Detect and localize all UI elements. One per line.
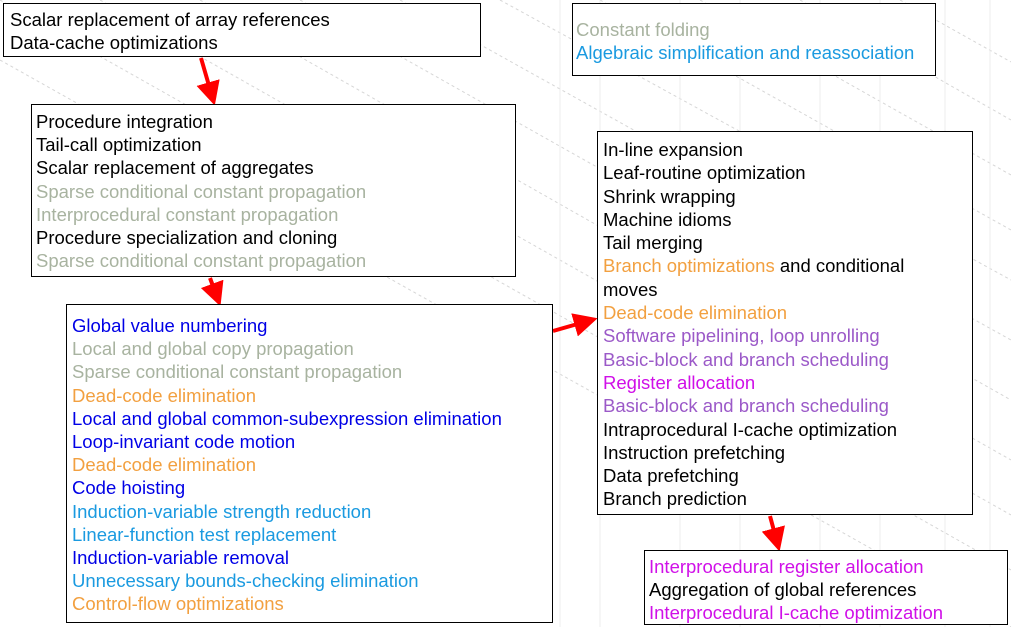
optimization-line: Induction-variable strength reduction	[72, 500, 552, 523]
optimization-line: Interprocedural constant propagation	[36, 203, 515, 226]
optimization-line: Code hoisting	[72, 476, 552, 499]
optimization-text: Dead-code elimination	[72, 384, 257, 406]
optimization-line: Procedure integration	[36, 110, 515, 133]
optimization-text: Intraprocedural I-cache optimization	[603, 418, 898, 440]
optimization-line: Basic-block and branch scheduling	[603, 348, 972, 371]
optimization-text: Tail merging	[603, 232, 703, 254]
optimization-line: Register allocation	[603, 371, 972, 394]
optimization-text: In-line expansion	[603, 139, 743, 160]
optimization-line: Leaf-routine optimization	[603, 161, 972, 184]
optimization-line: Instruction prefetching	[603, 441, 972, 464]
box-low-level-optimizations: In-line expansion Leaf-routine optimizati…	[597, 131, 973, 515]
optimization-text: Global value numbering	[72, 315, 268, 336]
optimization-line: Basic-block and branch scheduling	[603, 394, 972, 417]
optimization-line: Dead-code elimination	[72, 453, 552, 476]
optimization-text: Software pipelining, loop unrolling	[603, 325, 880, 347]
optimization-text: Data-cache optimizations	[10, 32, 218, 54]
optimization-line: Control-flow optimizations	[72, 592, 552, 615]
optimization-text: and conditional moves	[603, 255, 905, 300]
optimization-line: Shrink wrapping	[603, 185, 972, 208]
optimization-line: Interprocedural I-cache optimization	[649, 601, 1007, 624]
optimization-text: Algebraic simplification and reassociati…	[576, 42, 915, 64]
optimization-line: Sparse conditional constant propagation	[72, 360, 552, 383]
optimization-line: Software pipelining, loop unrolling	[603, 324, 972, 347]
optimization-text: Induction-variable strength reduction	[72, 500, 372, 522]
optimization-line: Dead-code elimination	[72, 384, 552, 407]
optimization-text: Basic-block and branch scheduling	[603, 348, 889, 370]
box-lines: Interprocedural register allocation Aggre…	[649, 555, 1007, 625]
optimization-text: Aggregation of global references	[649, 579, 917, 601]
optimization-line: Local and global common-subexpression el…	[72, 407, 552, 430]
optimization-line: Algebraic simplification and reassociati…	[576, 41, 935, 64]
optimization-text: Loop-invariant code motion	[72, 431, 296, 453]
optimization-line: Dead-code elimination	[603, 301, 972, 324]
box-high-level-optimizations: Procedure integration Tail-call optimizat…	[31, 104, 516, 277]
optimization-text: Sparse conditional constant propagation	[36, 250, 367, 272]
optimization-line: Global value numbering	[72, 314, 552, 337]
optimization-text: Scalar replacement of aggregates	[36, 157, 314, 179]
optimization-text: Interprocedural constant propagation	[36, 203, 339, 225]
optimization-text: Dead-code elimination	[72, 454, 257, 476]
optimization-text: Scalar replacement of array references	[10, 9, 330, 30]
optimization-text: Code hoisting	[72, 477, 186, 499]
optimization-text: Constant folding	[576, 19, 710, 40]
box-lines: In-line expansion Leaf-routine optimizati…	[603, 138, 972, 511]
optimization-line: Scalar replacement of aggregates	[36, 156, 515, 179]
optimization-text: Induction-variable removal	[72, 547, 289, 569]
optimization-line: Data-cache optimizations	[10, 31, 480, 54]
optimization-line: Unnecessary bounds-checking elimination	[72, 569, 552, 592]
optimization-line: Sparse conditional constant propagation	[36, 249, 515, 272]
optimization-text: Machine idioms	[603, 208, 732, 230]
optimization-line: Local and global copy propagation	[72, 337, 552, 360]
box-link-time-optimizations: Interprocedural register allocation Aggre…	[644, 550, 1008, 625]
optimization-line: Loop-invariant code motion	[72, 430, 552, 453]
optimization-line: Tail-call optimization	[36, 133, 515, 156]
optimization-text: Sparse conditional constant propagation	[36, 180, 367, 202]
optimization-text: Local and global common-subexpression el…	[72, 407, 502, 429]
optimization-text: Data prefetching	[603, 465, 739, 487]
optimization-line: Aggregation of global references	[649, 578, 1007, 601]
box-early-optimizations: Scalar replacement of array references Da…	[3, 3, 481, 57]
optimization-line: Intraprocedural I-cache optimization	[603, 418, 972, 441]
optimization-text: Linear-function test replacement	[72, 523, 337, 545]
optimization-text: Shrink wrapping	[603, 185, 736, 207]
optimization-line: Linear-function test replacement	[72, 523, 552, 546]
optimization-line: Data prefetching	[603, 464, 972, 487]
optimization-text: Dead-code elimination	[603, 302, 788, 324]
optimization-line: In-line expansion	[603, 138, 972, 161]
optimization-text: Branch prediction	[603, 488, 747, 510]
box-lines: Constant folding Algebraic simplification…	[576, 18, 935, 64]
optimization-text: Leaf-routine optimization	[603, 162, 806, 184]
optimization-text: Procedure specialization and cloning	[36, 227, 338, 249]
optimization-text: Interprocedural I-cache optimization	[649, 602, 944, 624]
box-medium-level-optimizations: Global value numbering Local and global c…	[66, 304, 553, 623]
box-lines: Global value numbering Local and global c…	[72, 314, 552, 616]
optimization-text: Interprocedural register allocation	[649, 556, 924, 577]
optimization-text: Instruction prefetching	[603, 441, 786, 463]
optimization-line: Scalar replacement of array references	[10, 8, 480, 31]
optimization-line: Branch prediction	[603, 487, 972, 510]
optimization-text: Branch optimizations	[603, 255, 775, 277]
optimization-text: Basic-block and branch scheduling	[603, 395, 889, 417]
optimization-line: Constant folding	[576, 18, 935, 41]
optimization-text: Procedure integration	[36, 111, 213, 132]
optimization-text: Control-flow optimizations	[72, 593, 284, 615]
optimization-text: Sparse conditional constant propagation	[72, 361, 403, 383]
box-lines: Scalar replacement of array references Da…	[10, 8, 480, 54]
box-lines: Procedure integration Tail-call optimizat…	[36, 110, 515, 272]
optimization-text: Unnecessary bounds-checking elimination	[72, 570, 419, 592]
optimization-line: Procedure specialization and cloning	[36, 226, 515, 249]
optimization-text: Local and global copy propagation	[72, 338, 354, 360]
optimization-line: Sparse conditional constant propagation	[36, 180, 515, 203]
optimization-line: Interprocedural register allocation	[649, 555, 1007, 578]
optimization-text: Tail-call optimization	[36, 134, 202, 156]
optimization-text: Register allocation	[603, 371, 756, 393]
optimization-line: Tail merging	[603, 231, 972, 254]
optimization-line: Induction-variable removal	[72, 546, 552, 569]
box-legend-constant-folding: Constant folding Algebraic simplification…	[572, 3, 936, 76]
optimization-line: Branch optimizations and conditional mov…	[603, 254, 943, 301]
optimization-line: Machine idioms	[603, 208, 972, 231]
